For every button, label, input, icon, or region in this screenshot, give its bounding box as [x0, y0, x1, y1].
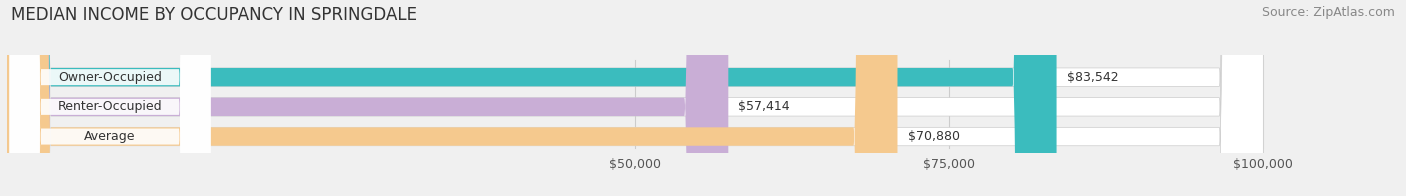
FancyBboxPatch shape	[7, 0, 1264, 196]
Text: Average: Average	[84, 130, 136, 143]
Text: Owner-Occupied: Owner-Occupied	[58, 71, 162, 84]
Text: Renter-Occupied: Renter-Occupied	[58, 100, 162, 113]
FancyBboxPatch shape	[7, 0, 1056, 196]
Text: Source: ZipAtlas.com: Source: ZipAtlas.com	[1261, 6, 1395, 19]
FancyBboxPatch shape	[10, 0, 211, 196]
Text: $83,542: $83,542	[1067, 71, 1118, 84]
Text: $70,880: $70,880	[907, 130, 959, 143]
Text: MEDIAN INCOME BY OCCUPANCY IN SPRINGDALE: MEDIAN INCOME BY OCCUPANCY IN SPRINGDALE	[11, 6, 418, 24]
FancyBboxPatch shape	[7, 0, 1264, 196]
Text: $57,414: $57,414	[738, 100, 790, 113]
FancyBboxPatch shape	[7, 0, 897, 196]
FancyBboxPatch shape	[10, 0, 211, 196]
FancyBboxPatch shape	[7, 0, 728, 196]
FancyBboxPatch shape	[10, 0, 211, 196]
FancyBboxPatch shape	[7, 0, 1264, 196]
